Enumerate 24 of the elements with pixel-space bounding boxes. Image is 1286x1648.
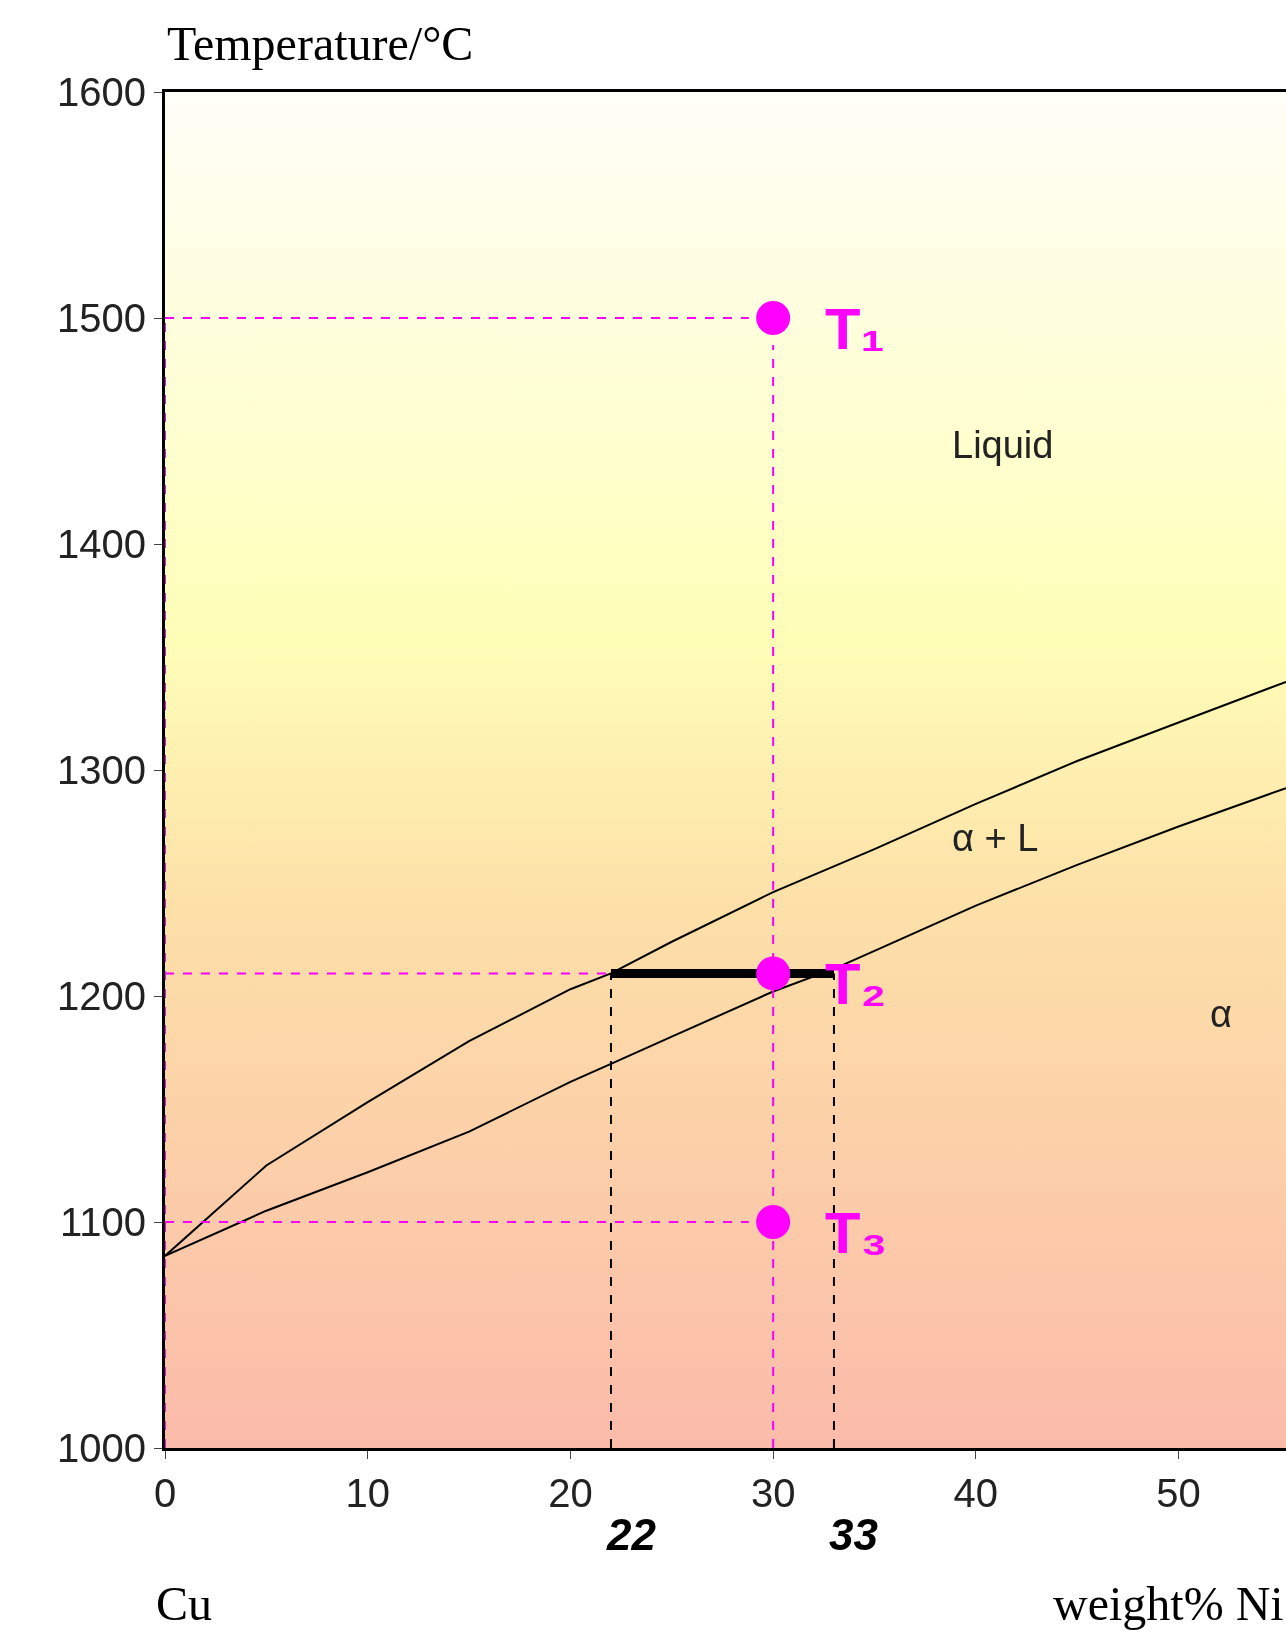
y-tick-label: 1500 (57, 296, 146, 340)
x-axis-title: weight% Ni (1053, 1577, 1284, 1630)
y-tick-label: 1100 (59, 1200, 146, 1244)
y-tick-label: 1000 (57, 1426, 146, 1470)
text: Cu (156, 1577, 213, 1630)
y-tick-label: 1200 (57, 974, 146, 1018)
y-tick-label: 1400 (57, 522, 146, 566)
annotation: T₃ (825, 1200, 888, 1265)
x-tick-label: 10 (345, 1471, 390, 1515)
annotation: T₂ (825, 951, 887, 1016)
annotation: α + L (952, 817, 1039, 859)
annotation: α (1210, 993, 1232, 1035)
y-axis-title: Temperature/°C (167, 17, 474, 70)
x-tick-label: 20 (548, 1471, 593, 1515)
annotation: Liquid (952, 424, 1054, 466)
x-tick-label: 40 (953, 1471, 999, 1515)
annotation: 33 (829, 1510, 878, 1559)
annotation: 22 (606, 1510, 657, 1559)
x-tick-label: 0 (153, 1471, 177, 1515)
x-tick-label: 30 (750, 1471, 796, 1515)
annotation: T₁ (825, 296, 885, 361)
x-tick-label: 50 (1156, 1471, 1201, 1515)
y-tick-label: 1300 (57, 748, 146, 792)
y-tick-label: 1600 (57, 70, 146, 114)
